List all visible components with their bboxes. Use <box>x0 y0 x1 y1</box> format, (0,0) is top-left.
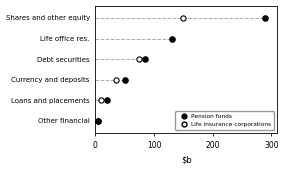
Point <box>263 16 268 19</box>
Point <box>137 58 142 61</box>
Point <box>96 120 100 122</box>
Point <box>181 16 186 19</box>
Point <box>96 120 100 122</box>
Point <box>169 37 174 40</box>
Point <box>99 99 104 102</box>
X-axis label: $b: $b <box>181 155 192 164</box>
Point <box>114 78 118 81</box>
Legend: Pension funds, Life insurance corporations: Pension funds, Life insurance corporatio… <box>175 111 274 130</box>
Point <box>143 58 147 61</box>
Point <box>105 99 109 102</box>
Point <box>123 78 127 81</box>
